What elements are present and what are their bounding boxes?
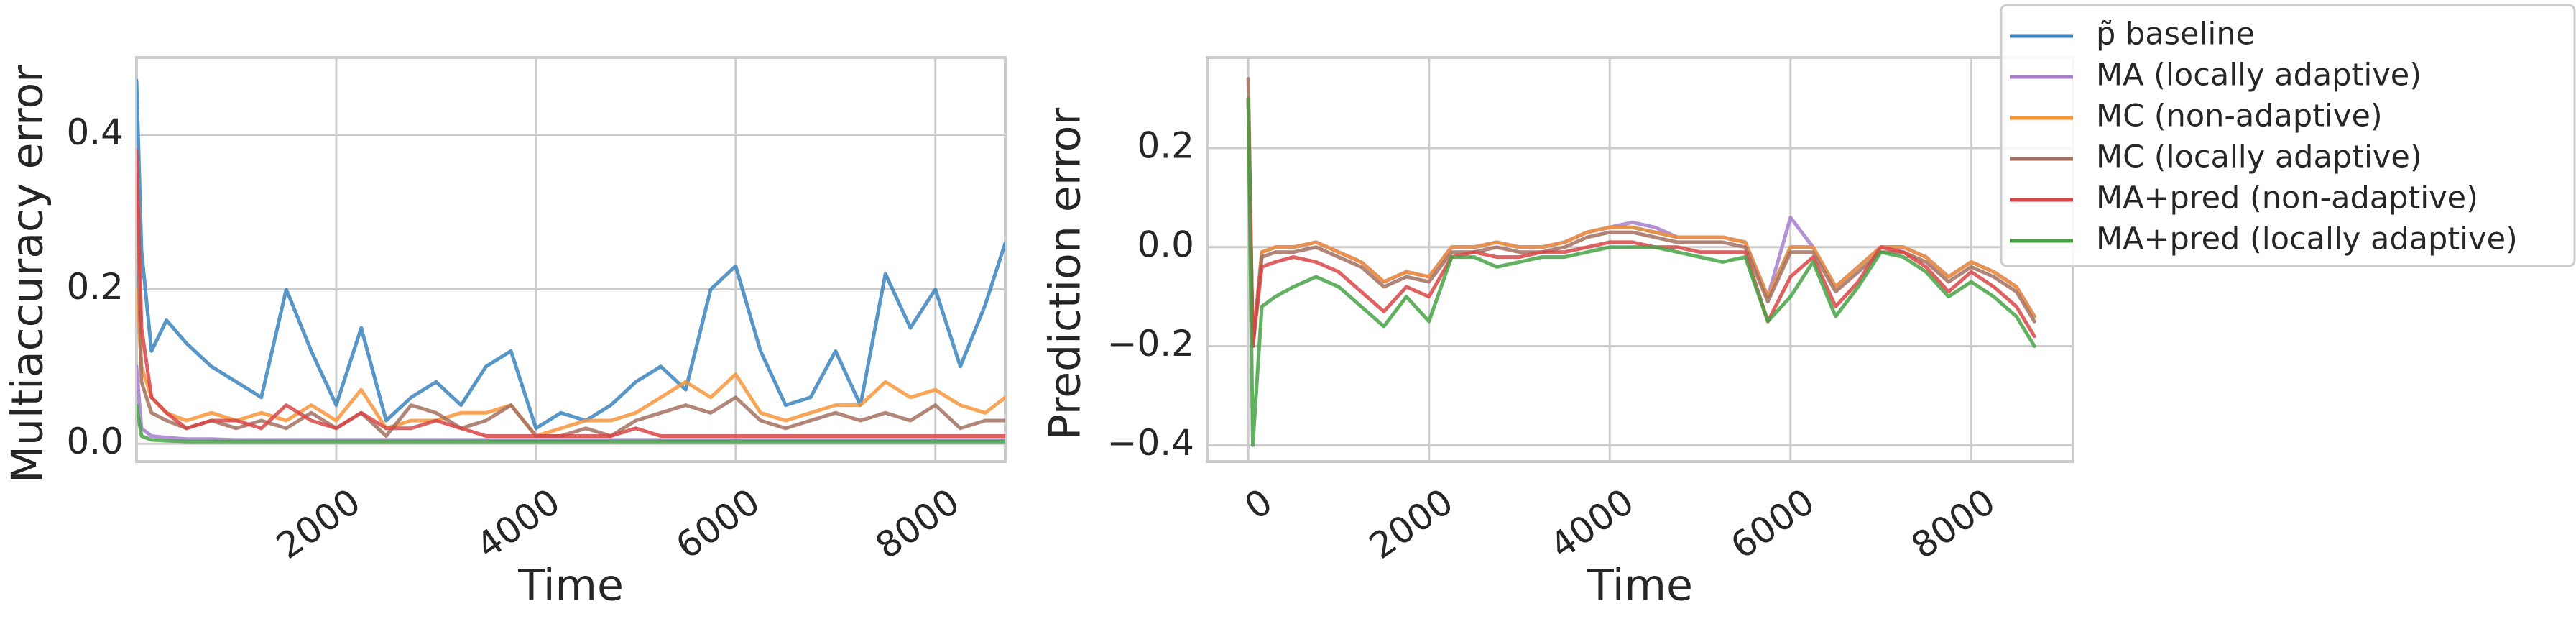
legend-label: MA (locally adaptive) xyxy=(2096,58,2422,93)
series-line xyxy=(1246,96,2036,447)
axes-frame xyxy=(135,56,1007,463)
series-line xyxy=(137,287,1005,438)
x-tick-label: 2000 xyxy=(1362,480,1461,566)
x-tick-label: 4000 xyxy=(468,480,568,566)
legend-label: p̃ baseline xyxy=(2096,17,2255,52)
y-axis-label: Prediction error xyxy=(1040,107,1091,440)
x-axis-label: Time xyxy=(1587,561,1693,611)
series-line xyxy=(137,78,1005,431)
x-tick-label: 6000 xyxy=(668,480,767,566)
axes-frame xyxy=(1206,56,2074,463)
y-tick-label: 0.0 xyxy=(66,421,124,462)
series-line xyxy=(1246,96,2036,348)
plot-lines xyxy=(137,78,1005,444)
legend-label: MA+pred (non-adaptive) xyxy=(2096,180,2478,216)
legend-label: MC (locally adaptive) xyxy=(2096,139,2422,175)
series-line xyxy=(137,148,1005,438)
x-tick-label: 8000 xyxy=(1904,480,2003,566)
x-tick-label: 2000 xyxy=(269,480,368,566)
legend-label: MA+pred (locally adaptive) xyxy=(2096,221,2518,257)
x-tick-label: 0 xyxy=(1237,480,1280,528)
legend-label: MC (non-adaptive) xyxy=(2096,98,2383,134)
y-tick-label: 0.2 xyxy=(1137,125,1194,167)
plot-lines xyxy=(1246,77,2036,447)
axes: 0.0 0.2 0.4 2000 4000 6000 8000 xyxy=(66,56,1007,567)
x-tick-label: 8000 xyxy=(868,480,967,566)
series-line xyxy=(137,171,1005,438)
y-tick-label: 0.0 xyxy=(1137,224,1194,265)
y-tick-label: −0.2 xyxy=(1107,323,1194,364)
series-line xyxy=(1246,77,2036,348)
y-axis-label: Multiaccuracy error xyxy=(3,65,53,483)
series-line xyxy=(1246,96,2036,348)
legend: p̃ baseline MA (locally adaptive) MC (non-… xyxy=(2000,4,2576,267)
series-line xyxy=(137,403,1005,444)
x-axis-label: Time xyxy=(517,561,624,611)
legend-box xyxy=(2000,4,2576,267)
x-tick-label: 6000 xyxy=(1723,480,1822,566)
y-tick-label: −0.4 xyxy=(1107,422,1194,464)
y-tick-label: 0.4 xyxy=(66,111,124,153)
x-tick-label: 4000 xyxy=(1543,480,1642,566)
y-tick-label: 0.2 xyxy=(66,266,124,308)
